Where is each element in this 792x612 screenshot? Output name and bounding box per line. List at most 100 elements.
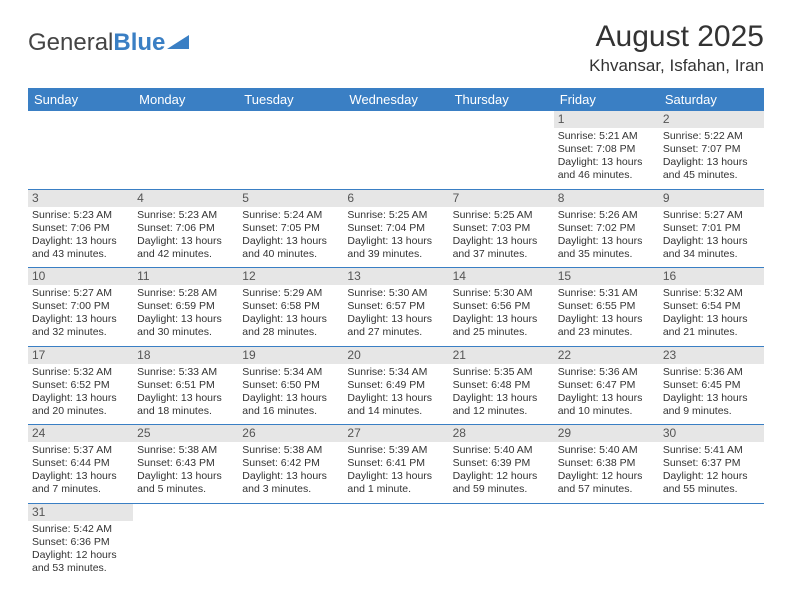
daylight-line: Daylight: 13 hours and 18 minutes.: [137, 392, 234, 418]
sunrise-line: Sunrise: 5:32 AM: [663, 287, 760, 300]
sunset-line: Sunset: 7:07 PM: [663, 143, 760, 156]
calendar-empty-cell: [449, 111, 554, 189]
calendar-day-cell: 1Sunrise: 5:21 AMSunset: 7:08 PMDaylight…: [554, 111, 659, 189]
sunset-line: Sunset: 7:05 PM: [242, 222, 339, 235]
daylight-line: Daylight: 13 hours and 46 minutes.: [558, 156, 655, 182]
sunrise-line: Sunrise: 5:38 AM: [137, 444, 234, 457]
day-number: 28: [449, 425, 554, 442]
calendar-day-cell: 28Sunrise: 5:40 AMSunset: 6:39 PMDayligh…: [449, 425, 554, 504]
calendar-day-cell: 24Sunrise: 5:37 AMSunset: 6:44 PMDayligh…: [28, 425, 133, 504]
calendar-day-cell: 16Sunrise: 5:32 AMSunset: 6:54 PMDayligh…: [659, 268, 764, 347]
sunrise-line: Sunrise: 5:30 AM: [453, 287, 550, 300]
day-number: 26: [238, 425, 343, 442]
sunset-line: Sunset: 6:48 PM: [453, 379, 550, 392]
sunset-line: Sunset: 6:44 PM: [32, 457, 129, 470]
day-number: 8: [554, 190, 659, 207]
calendar-empty-cell: [133, 111, 238, 189]
daylight-line: Daylight: 13 hours and 28 minutes.: [242, 313, 339, 339]
title-block: August 2025 Khvansar, Isfahan, Iran: [589, 20, 764, 76]
daylight-line: Daylight: 13 hours and 23 minutes.: [558, 313, 655, 339]
sunrise-line: Sunrise: 5:30 AM: [347, 287, 444, 300]
sunrise-line: Sunrise: 5:27 AM: [663, 209, 760, 222]
sunrise-line: Sunrise: 5:29 AM: [242, 287, 339, 300]
sunset-line: Sunset: 7:08 PM: [558, 143, 655, 156]
daylight-line: Daylight: 13 hours and 5 minutes.: [137, 470, 234, 496]
sunrise-line: Sunrise: 5:23 AM: [32, 209, 129, 222]
daylight-line: Daylight: 13 hours and 3 minutes.: [242, 470, 339, 496]
sunset-line: Sunset: 6:36 PM: [32, 536, 129, 549]
calendar-empty-cell: [449, 503, 554, 581]
logo: GeneralBlue: [28, 28, 189, 58]
sunrise-line: Sunrise: 5:36 AM: [663, 366, 760, 379]
day-number: 19: [238, 347, 343, 364]
sunset-line: Sunset: 6:43 PM: [137, 457, 234, 470]
daylight-line: Daylight: 13 hours and 14 minutes.: [347, 392, 444, 418]
sunset-line: Sunset: 7:00 PM: [32, 300, 129, 313]
calendar-day-cell: 19Sunrise: 5:34 AMSunset: 6:50 PMDayligh…: [238, 346, 343, 425]
sunrise-line: Sunrise: 5:38 AM: [242, 444, 339, 457]
daylight-line: Daylight: 13 hours and 35 minutes.: [558, 235, 655, 261]
sunrise-line: Sunrise: 5:39 AM: [347, 444, 444, 457]
sunset-line: Sunset: 6:49 PM: [347, 379, 444, 392]
sunrise-line: Sunrise: 5:31 AM: [558, 287, 655, 300]
daylight-line: Daylight: 13 hours and 34 minutes.: [663, 235, 760, 261]
calendar-day-cell: 25 Sunrise: 5:38 AMSunset: 6:43 PMDayligh…: [133, 425, 238, 504]
sunrise-line: Sunrise: 5:37 AM: [32, 444, 129, 457]
sunrise-line: Sunrise: 5:26 AM: [558, 209, 655, 222]
calendar-empty-cell: [238, 503, 343, 581]
day-number: 14: [449, 268, 554, 285]
day-number: 25: [133, 425, 238, 442]
calendar-empty-cell: [343, 503, 448, 581]
day-number: 22: [554, 347, 659, 364]
calendar-week-row: 1Sunrise: 5:21 AMSunset: 7:08 PMDaylight…: [28, 111, 764, 189]
calendar-day-cell: 4Sunrise: 5:23 AMSunset: 7:06 PMDaylight…: [133, 189, 238, 268]
day-number: 3: [28, 190, 133, 207]
calendar-day-cell: 23Sunrise: 5:36 AMSunset: 6:45 PMDayligh…: [659, 346, 764, 425]
day-number: 23: [659, 347, 764, 364]
calendar-empty-cell: [133, 503, 238, 581]
daylight-line: Daylight: 13 hours and 32 minutes.: [32, 313, 129, 339]
day-number: 24: [28, 425, 133, 442]
calendar-day-cell: 8 Sunrise: 5:26 AMSunset: 7:02 PMDaylight…: [554, 189, 659, 268]
daylight-line: Daylight: 13 hours and 37 minutes.: [453, 235, 550, 261]
day-header: Monday: [133, 88, 238, 111]
day-number: 16: [659, 268, 764, 285]
day-number: 10: [28, 268, 133, 285]
sunrise-line: Sunrise: 5:22 AM: [663, 130, 760, 143]
sunset-line: Sunset: 6:39 PM: [453, 457, 550, 470]
logo-text-general: General: [28, 29, 113, 57]
calendar-day-cell: 31Sunrise: 5:42 AMSunset: 6:36 PMDayligh…: [28, 503, 133, 581]
calendar-day-cell: 10Sunrise: 5:27 AMSunset: 7:00 PMDayligh…: [28, 268, 133, 347]
sunrise-line: Sunrise: 5:25 AM: [453, 209, 550, 222]
daylight-line: Daylight: 13 hours and 27 minutes.: [347, 313, 444, 339]
daylight-line: Daylight: 13 hours and 12 minutes.: [453, 392, 550, 418]
sunrise-line: Sunrise: 5:28 AM: [137, 287, 234, 300]
calendar-day-cell: 22Sunrise: 5:36 AMSunset: 6:47 PMDayligh…: [554, 346, 659, 425]
calendar-day-cell: 5Sunrise: 5:24 AMSunset: 7:05 PMDaylight…: [238, 189, 343, 268]
day-header: Friday: [554, 88, 659, 111]
sunset-line: Sunset: 6:59 PM: [137, 300, 234, 313]
sunset-line: Sunset: 6:42 PM: [242, 457, 339, 470]
sunset-line: Sunset: 6:37 PM: [663, 457, 760, 470]
sunrise-line: Sunrise: 5:35 AM: [453, 366, 550, 379]
sunset-line: Sunset: 7:06 PM: [32, 222, 129, 235]
day-header: Tuesday: [238, 88, 343, 111]
daylight-line: Daylight: 13 hours and 16 minutes.: [242, 392, 339, 418]
month-title: August 2025: [589, 20, 764, 54]
day-number: 18: [133, 347, 238, 364]
day-number: 17: [28, 347, 133, 364]
daylight-line: Daylight: 13 hours and 40 minutes.: [242, 235, 339, 261]
sunset-line: Sunset: 7:02 PM: [558, 222, 655, 235]
calendar-week-row: 3 Sunrise: 5:23 AMSunset: 7:06 PM Daylight…: [28, 189, 764, 268]
calendar-day-cell: 11Sunrise: 5:28 AMSunset: 6:59 PMDayligh…: [133, 268, 238, 347]
day-header: Sunday: [28, 88, 133, 111]
daylight-line: Daylight: 12 hours and 55 minutes.: [663, 470, 760, 496]
daylight-line: Daylight: 13 hours and 9 minutes.: [663, 392, 760, 418]
sunset-line: Sunset: 6:57 PM: [347, 300, 444, 313]
sunrise-line: Sunrise: 5:34 AM: [347, 366, 444, 379]
day-number: 13: [343, 268, 448, 285]
sunrise-line: Sunrise: 5:40 AM: [453, 444, 550, 457]
sunset-line: Sunset: 6:56 PM: [453, 300, 550, 313]
daylight-line: Daylight: 13 hours and 21 minutes.: [663, 313, 760, 339]
sunrise-line: Sunrise: 5:34 AM: [242, 366, 339, 379]
